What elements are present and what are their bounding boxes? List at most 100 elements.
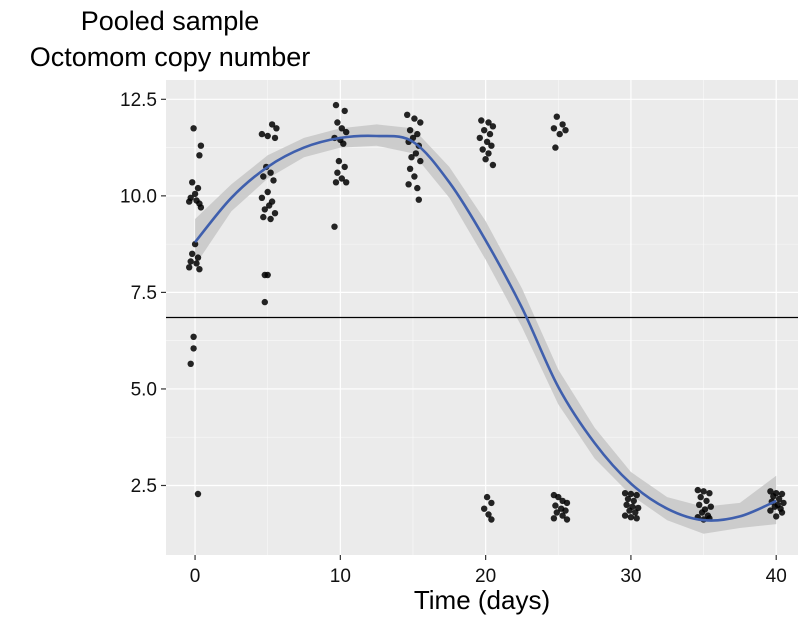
- data-point: [335, 157, 343, 165]
- data-point: [343, 179, 350, 186]
- data-point: [261, 206, 268, 213]
- y-tick-label: 2.5: [131, 476, 157, 497]
- data-point: [406, 127, 414, 134]
- data-point: [260, 213, 267, 221]
- data-point: [258, 194, 266, 201]
- data-point: [489, 161, 497, 169]
- data-point: [553, 113, 560, 120]
- data-point: [630, 497, 637, 505]
- data-point: [778, 509, 786, 516]
- data-point: [563, 499, 571, 507]
- data-point: [694, 486, 701, 494]
- data-point: [624, 495, 632, 503]
- data-point: [194, 490, 202, 498]
- axes: 2.5 5.0 7.5 10.0 12.5 0 10 20 30 40: [120, 90, 787, 587]
- data-point: [414, 184, 421, 192]
- data-point: [479, 146, 486, 153]
- data-point: [190, 345, 197, 352]
- data-point: [343, 128, 350, 136]
- data-point: [623, 501, 630, 508]
- data-point: [621, 490, 629, 497]
- data-point: [268, 121, 276, 128]
- data-point: [197, 204, 205, 211]
- data-point: [332, 101, 340, 109]
- x-tick-label: 10: [330, 566, 351, 587]
- data-point: [698, 509, 706, 516]
- x-axis-label: Time (days): [413, 585, 551, 615]
- data-point: [266, 202, 273, 209]
- data-point: [778, 490, 786, 498]
- data-point: [417, 157, 424, 165]
- data-point: [267, 169, 274, 176]
- data-point: [700, 488, 707, 495]
- data-point: [556, 130, 563, 138]
- data-point: [626, 507, 633, 514]
- data-point: [412, 150, 420, 157]
- data-point: [270, 177, 277, 184]
- data-point: [476, 134, 483, 142]
- data-point: [260, 173, 267, 180]
- data-point: [621, 512, 629, 519]
- data-point: [332, 179, 340, 186]
- data-point: [780, 499, 787, 507]
- y-tick-label: 5.0: [131, 379, 157, 400]
- data-point: [775, 495, 783, 503]
- data-point: [196, 266, 203, 273]
- data-point: [414, 130, 421, 138]
- data-point: [189, 179, 196, 186]
- chart-title-line1: Pooled sample: [80, 6, 260, 36]
- data-point: [562, 507, 569, 514]
- data-point: [264, 188, 271, 196]
- smooth-line: [194, 134, 777, 522]
- data-point: [770, 493, 777, 500]
- data-point: [189, 250, 196, 257]
- chart-title-line2: Octomom copy number: [29, 42, 311, 72]
- data-point: [485, 119, 492, 126]
- data-point: [553, 509, 560, 516]
- x-tick-label: 30: [620, 566, 641, 587]
- x-tick-label: 0: [190, 566, 201, 587]
- data-point: [186, 198, 193, 205]
- data-point: [334, 169, 341, 176]
- data-point: [703, 497, 710, 505]
- data-points: [186, 101, 787, 523]
- data-point: [478, 117, 485, 124]
- data-point: [627, 514, 635, 521]
- data-point: [196, 152, 203, 159]
- data-point: [193, 260, 200, 267]
- data-point: [271, 210, 279, 217]
- data-point: [405, 181, 412, 188]
- data-point: [559, 121, 566, 128]
- data-point: [559, 512, 566, 519]
- data-point: [273, 125, 280, 132]
- data-point: [481, 127, 488, 134]
- data-point: [271, 134, 279, 142]
- data-point: [486, 130, 494, 138]
- data-point: [485, 511, 492, 518]
- data-point: [264, 271, 271, 279]
- data-point: [767, 507, 774, 514]
- data-point: [187, 360, 194, 367]
- x-tick-label: 40: [766, 566, 787, 587]
- data-point: [767, 488, 774, 495]
- data-point: [633, 491, 640, 499]
- data-point: [550, 125, 558, 132]
- data-point: [194, 254, 202, 261]
- data-point: [773, 513, 780, 520]
- y-tick-label: 7.5: [131, 283, 157, 304]
- data-point: [340, 140, 347, 147]
- data-point: [488, 499, 495, 507]
- data-point: [771, 503, 778, 510]
- data-point: [411, 115, 418, 122]
- data-point: [696, 501, 703, 508]
- data-point: [191, 190, 199, 198]
- data-point: [267, 215, 274, 223]
- data-point: [707, 503, 714, 510]
- data-point: [481, 505, 488, 512]
- data-point: [415, 196, 422, 203]
- data-point: [197, 142, 205, 149]
- data-point: [706, 490, 713, 497]
- data-point: [338, 175, 345, 182]
- y-tick-label: 12.5: [120, 90, 157, 111]
